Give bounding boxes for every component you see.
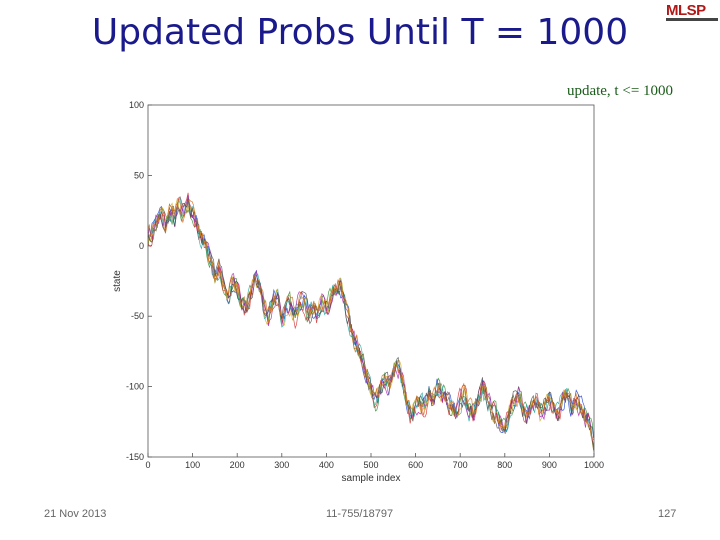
x-tick-label: 1000 — [584, 460, 604, 470]
series-line — [147, 194, 594, 446]
plot-frame — [147, 104, 595, 458]
series-line — [147, 192, 594, 439]
x-tick-label: 0 — [145, 460, 150, 470]
x-axis-label: sample index — [342, 473, 401, 484]
y-tick-label: -50 — [131, 311, 144, 321]
x-axis: 0 100 200 300 400 500 600 700 800 900 1000 — [145, 453, 604, 470]
slide-title: Updated Probs Until T = 1000 — [91, 12, 629, 53]
y-tick-label: -100 — [126, 382, 144, 392]
x-tick-label: 700 — [453, 460, 468, 470]
y-tick-label: 100 — [129, 100, 144, 110]
y-tick-label: 0 — [139, 241, 144, 251]
footer-date: 21 Nov 2013 — [44, 508, 107, 520]
series-line — [147, 196, 594, 448]
x-tick-label: 800 — [497, 460, 512, 470]
logo-text: MLSP — [666, 2, 706, 19]
series-layer — [147, 192, 594, 452]
x-tick-label: 100 — [185, 460, 200, 470]
x-tick-label: 900 — [542, 460, 557, 470]
x-tick-label: 300 — [274, 460, 289, 470]
series-line — [147, 198, 594, 441]
x-tick-label: 500 — [363, 460, 378, 470]
y-tick-label: 50 — [134, 170, 144, 180]
plot-title: update, t <= 1000 — [566, 83, 674, 99]
x-tick-label: 400 — [319, 460, 334, 470]
y-axis-label: state — [112, 270, 123, 292]
logo-underline — [666, 18, 718, 21]
footer-course: 11-755/18797 — [326, 508, 394, 520]
y-tick-label: -150 — [126, 452, 144, 462]
page-number: 127 — [658, 508, 677, 520]
x-tick-label: 200 — [230, 460, 245, 470]
series-line — [147, 204, 594, 438]
series-line — [147, 197, 594, 438]
mlsp-logo: MLSP — [666, 2, 718, 24]
x-tick-label: 600 — [408, 460, 423, 470]
